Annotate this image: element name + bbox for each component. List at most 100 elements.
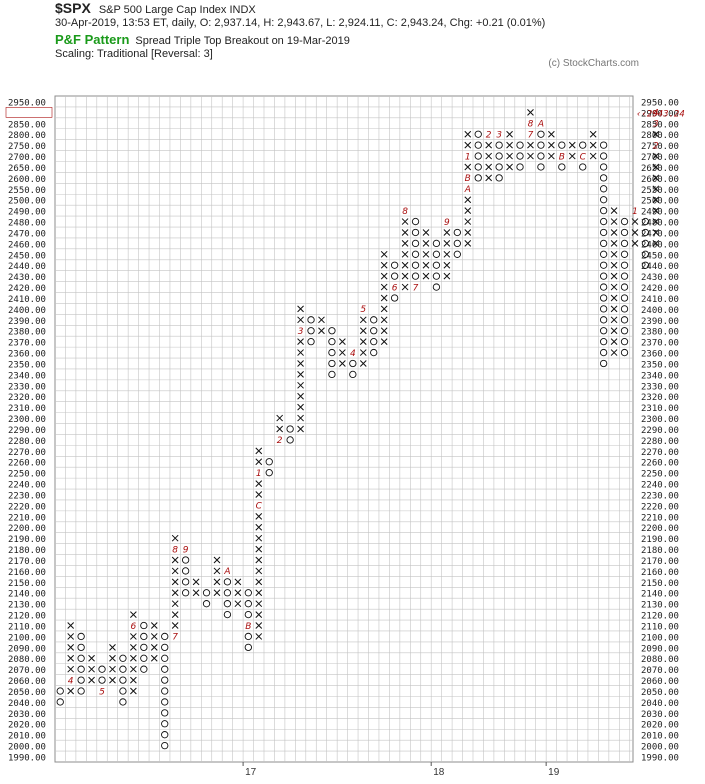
x-mark [339,360,346,367]
o-mark [558,141,566,149]
o-mark [599,348,608,357]
month-marker: 7 [413,283,419,293]
y-tick-left: 2440.00 [8,262,46,272]
y-tick-right: 2330.00 [641,382,679,392]
o-mark [599,206,608,215]
symbol: $SPX [55,0,91,16]
month-marker: 9 [444,218,450,228]
x-mark [485,152,493,160]
pnf-column-x [548,130,555,160]
y-tick-right: 2190.00 [641,535,679,545]
x-mark [255,589,263,597]
x-mark [359,338,367,346]
pnf-column-o: 6 [390,261,399,302]
o-mark [328,359,336,368]
o-mark [140,643,148,652]
month-marker: C [580,152,587,162]
o-mark [620,283,629,291]
pnf-column-x: 2 [276,414,284,446]
x-mark [380,294,388,302]
pnf-column-x: 87 [171,534,179,643]
o-mark [370,327,378,335]
y-tick-left: 2090.00 [8,644,46,654]
o-mark [579,141,587,149]
o-mark [558,163,566,171]
y-tick-left: 2420.00 [8,284,46,294]
pnf-column-o [370,316,378,357]
x-mark [255,633,263,640]
x-mark [652,196,660,204]
month-marker: 2 [277,436,283,446]
x-mark [171,622,179,629]
month-marker: 2 [653,141,659,151]
pattern-line: P&F Pattern Spread Triple Top Breakout on… [55,32,350,47]
x-mark [443,229,451,236]
x-mark [67,665,75,673]
y-tick-right: 2110.00 [641,622,679,632]
pnf-column-o [516,141,524,171]
x-mark [67,644,75,651]
y-tick-left: 2650.00 [8,164,46,174]
y-tick-right: 2080.00 [641,655,679,665]
o-mark [140,632,148,641]
scaling-info: Scaling: Traditional [Reversal: 3] [55,48,213,60]
o-mark [349,359,357,368]
o-mark [579,163,587,171]
pnf-column-o [77,632,85,695]
o-mark [119,698,127,706]
pnf-column-x: 3 [297,305,304,433]
x-mark [506,130,513,138]
pnf-column-o [307,316,315,346]
o-mark [161,643,169,652]
y-tick-right: 2380.00 [641,328,679,338]
y-tick-right: 2800.00 [641,131,679,141]
o-mark [119,665,127,673]
y-tick-right: 2550.00 [641,186,679,196]
o-mark [599,305,608,313]
pnf-column-x [506,130,513,171]
o-mark [599,239,608,248]
o-mark [77,665,85,673]
pnf-column-o [620,217,629,357]
o-mark [161,654,169,662]
x-mark [359,327,367,335]
x-mark [234,578,242,586]
x-mark [255,578,263,586]
o-mark [432,272,441,280]
y-tick-left: 2370.00 [8,339,46,349]
y-tick-right: 2900.00 [641,109,679,119]
y-tick-left: 2950.00 [8,98,46,108]
x-mark [610,261,618,269]
x-mark [297,381,304,389]
o-mark [599,141,608,149]
o-mark [599,261,608,269]
o-mark [474,141,482,149]
month-marker: 3 [653,120,659,130]
y-tick-left: 2310.00 [8,404,46,414]
x-mark [67,633,75,640]
o-mark [161,731,169,739]
y-tick-right: 2050.00 [641,688,679,698]
month-marker: 6 [131,622,137,632]
x-mark [234,589,242,597]
o-mark [516,163,524,171]
y-tick-right: 2420.00 [641,284,679,294]
plot-area [54,95,634,763]
o-mark [223,610,232,619]
pnf-column-o: 7 [411,217,420,293]
x-mark [380,316,388,324]
x-mark [589,152,597,160]
o-mark [620,239,629,248]
x-mark [652,185,660,193]
o-mark [161,698,169,706]
month-marker: A [464,185,471,195]
x-mark [150,622,158,629]
x-mark [464,218,472,225]
x-mark [255,567,263,575]
x-mark [255,600,263,608]
o-mark [453,228,461,237]
symbol-description: S&P 500 Large Cap Index INDX [98,4,256,16]
month-marker: 4 [68,676,74,686]
y-tick-left: 2010.00 [8,732,46,742]
